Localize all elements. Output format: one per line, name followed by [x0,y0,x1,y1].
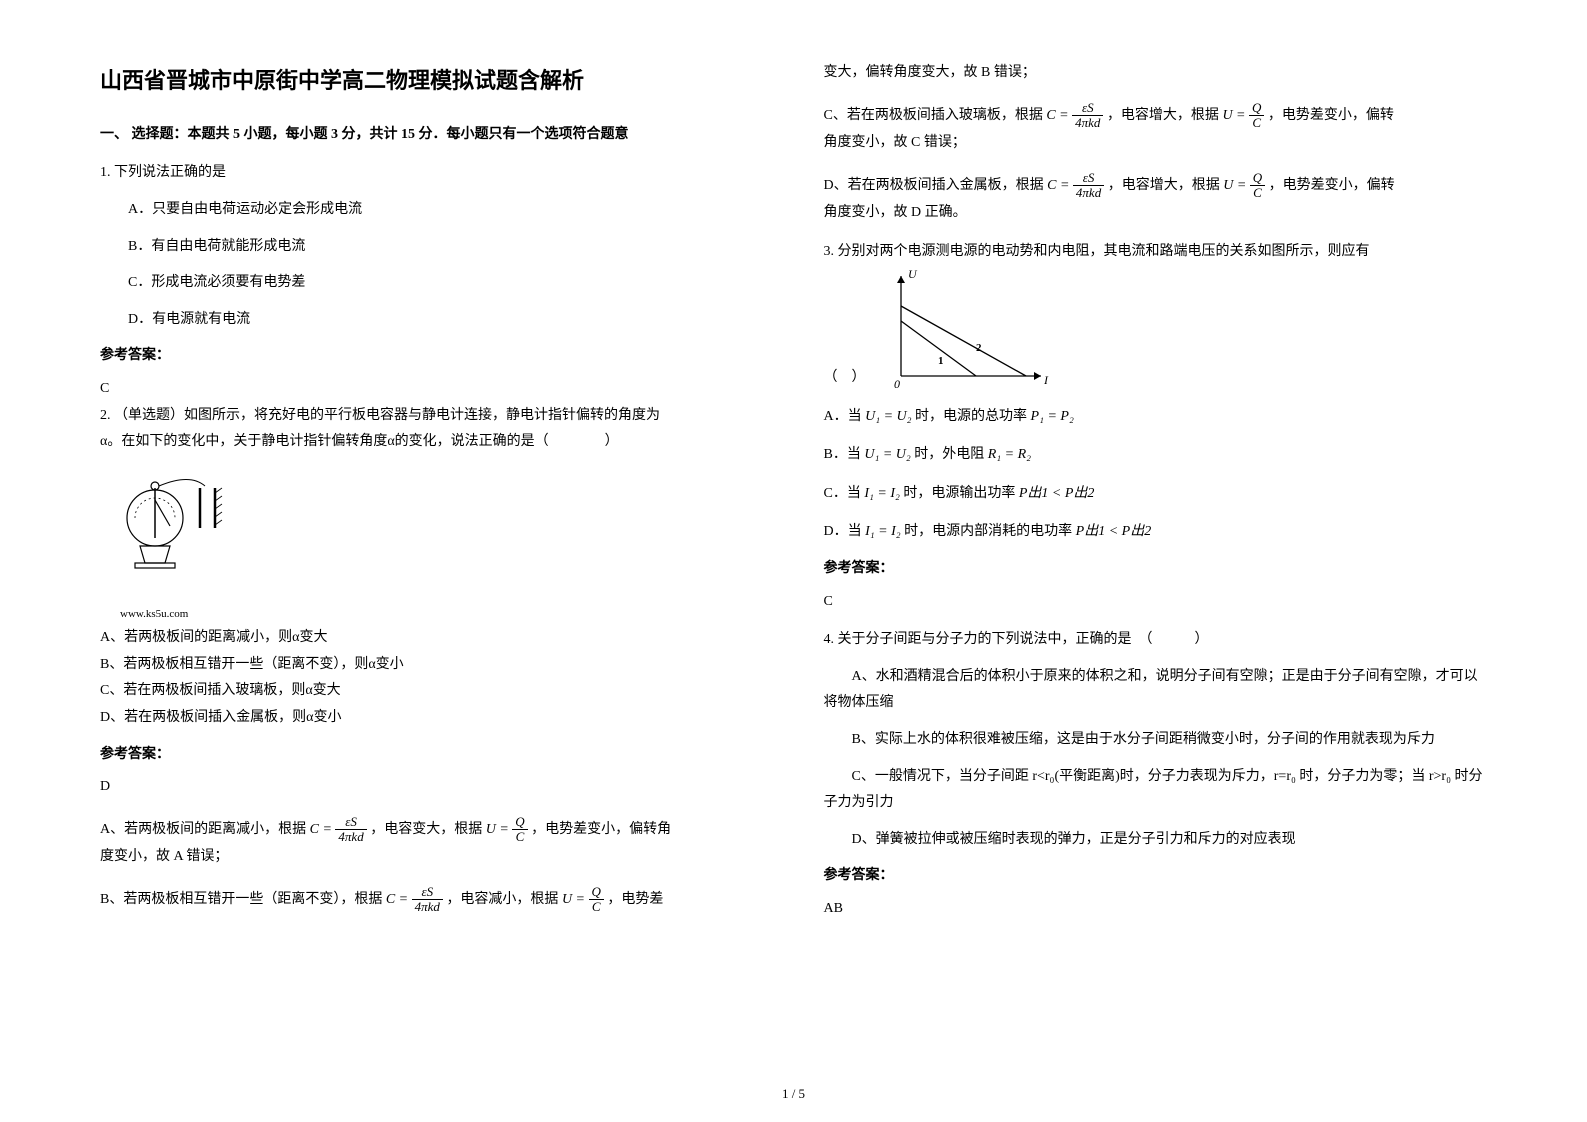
axis-i-label: I [1043,373,1049,387]
q3-answer-label: 参考答案： [824,556,1488,583]
line1-label: 1 [938,355,944,367]
q1-option-c: C．形成电流必须要有电势差 [128,270,764,297]
formula-U-4: U = QC [1223,178,1268,193]
q1-answer-label: 参考答案： [100,343,764,370]
formula-C-4: C = εS4πkd [1047,178,1108,193]
expC-mid: ，电容增大，根据 [1107,108,1219,123]
q2-stem-line2: α。在如下的变化中，关于静电计指针偏转角度α的变化，说法正确的是（ ） [100,429,764,456]
section-1-heading: 一、 选择题：本题共 5 小题，每小题 3 分，共计 15 分．每小题只有一个选… [100,122,764,149]
expB-continued: 变大，偏转角度变大，故 B 错误； [824,60,1488,87]
q2-option-a: A、若两极板间的距离减小，则α变大 [100,625,764,652]
formula-i1eqi2-c: I₁ = I₂ [864,486,900,501]
q1-option-d: D．有电源就有电流 [128,307,764,334]
expA-mid: ，电容变大，根据 [370,822,482,837]
q4-option-c: C、一般情况下，当分子间距 r<r₀(平衡距离)时，分子力表现为斥力，r=r₀ … [824,764,1488,817]
q3-option-c: C．当 I₁ = I₂ 时，电源输出功率 P出1 < P出2 [824,481,1488,508]
expD-pre: D、若在两极板间插入金属板，根据 [824,178,1044,193]
q1-option-b: B．有自由电荷就能形成电流 [128,234,764,261]
q4-option-d: D、弹簧被拉伸或被压缩时表现的弹力，正是分子引力和斥力的对应表现 [824,827,1488,854]
formula-U-3: U = QC [1222,108,1267,123]
line2-label: 2 [976,342,982,354]
right-column: 变大，偏转角度变大，故 B 错误； C、若在两极板间插入玻璃板，根据 C = ε… [824,60,1488,1042]
q3-option-d: D．当 I₁ = I₂ 时，电源内部消耗的电功率 P出1 < P出2 [824,519,1488,546]
q2-diagram-caption: www.ks5u.com [120,604,764,625]
formula-i1eqi2-d: I₁ = I₂ [865,524,901,539]
formula-u1equ2-b: U₁ = U₂ [864,447,910,462]
formula-pout-d: P出1 < P出2 [1076,524,1152,539]
q4-option-a: A、水和酒精混合后的体积小于原来的体积之和，说明分子间有空隙；正是由于分子间有空… [824,664,1488,717]
q2-explanation-b: B、若两极板相互错开一些（距离不变），根据 C = εS4πkd ，电容减小，根… [100,885,764,915]
expC-line2: 角度变小，故 C 错误； [824,130,1488,157]
q2-circuit-diagram [120,468,764,599]
expA-line2: 度变小，故 A 错误； [100,844,764,871]
formula-r1eqr2: R₁ = R₂ [988,447,1031,462]
formula-C-1: C = εS4πkd [310,822,371,837]
document-title: 山西省晋城市中原街中学高二物理模拟试题含解析 [100,60,764,102]
expD-post: ，电势差变小，偏转 [1269,178,1395,193]
formula-C-2: C = εS4πkd [386,892,447,907]
expA-pre: A、若两极板间的距离减小，根据 [100,822,306,837]
q1-stem: 1. 下列说法正确的是 [100,160,764,187]
formula-C-3: C = εS4πkd [1046,108,1107,123]
q3-answer: C [824,589,1488,616]
q3-graph-row: （ ） U I 0 1 2 [824,266,1488,396]
origin-label: 0 [894,377,900,391]
formula-U-2: U = QC [562,892,607,907]
expC-pre: C、若在两极板间插入玻璃板，根据 [824,108,1043,123]
q3-stem: 3. 分别对两个电源测电源的电动势和内电阻，其电流和路端电压的关系如图所示，则应… [824,239,1488,266]
q2-option-c: C、若在两极板间插入玻璃板，则α变大 [100,678,764,705]
expD-line2: 角度变小，故 D 正确。 [824,200,1488,227]
q4-answer-label: 参考答案： [824,863,1488,890]
formula-U-1: U = QC [486,822,531,837]
q3-paren: （ ） [824,365,866,392]
q2-explanation-a: A、若两极板间的距离减小，根据 C = εS4πkd ，电容变大，根据 U = … [100,815,764,845]
q4-stem: 4. 关于分子间距与分子力的下列说法中，正确的是 （ ） [824,627,1488,654]
axis-u-label: U [908,267,918,281]
q2-option-d: D、若在两极板间插入金属板，则α变小 [100,705,764,732]
q3-option-b: B．当 U₁ = U₂ 时，外电阻 R₁ = R₂ [824,442,1488,469]
q1-answer: C [100,376,764,403]
q2-explanation-c: C、若在两极板间插入玻璃板，根据 C = εS4πkd ，电容增大，根据 U =… [824,101,1488,131]
expB-post: ，电势差 [607,892,663,907]
q1-option-a: A．只要自由电荷运动必定会形成电流 [128,197,764,224]
left-column: 山西省晋城市中原街中学高二物理模拟试题含解析 一、 选择题：本题共 5 小题，每… [100,60,764,1042]
q4-option-b: B、实际上水的体积很难被压缩，这是由于水分子间距稍微变小时，分子间的作用就表现为… [824,727,1488,754]
q2-option-b: B、若两极板相互错开一些（距离不变），则α变小 [100,652,764,679]
formula-u1equ2-a: U₁ = U₂ [865,409,911,424]
q4-answer: AB [824,896,1488,923]
page-container: 山西省晋城市中原街中学高二物理模拟试题含解析 一、 选择题：本题共 5 小题，每… [100,60,1487,1042]
formula-p1eqp2: P₁ = P₂ [1031,409,1074,424]
q2-stem-line1: 2. （单选题）如图所示，将充好电的平行板电容器与静电计连接，静电计指针偏转的角… [100,403,764,430]
expC-post: ，电势差变小，偏转 [1268,108,1394,123]
q3-ui-graph: U I 0 1 2 [876,266,1056,396]
expD-mid: ，电容增大，根据 [1108,178,1220,193]
q2-explanation-d: D、若在两极板间插入金属板，根据 C = εS4πkd ，电容增大，根据 U =… [824,171,1488,201]
expB-pre: B、若两极板相互错开一些（距离不变），根据 [100,892,382,907]
q3-option-a: A．当 U₁ = U₂ 时，电源的总功率 P₁ = P₂ [824,404,1488,431]
expA-post: ，电势差变小，偏转角 [531,822,671,837]
q2-answer: D [100,774,764,801]
formula-pout-c: P出1 < P出2 [1019,486,1095,501]
page-number: 1 / 5 [0,1086,1587,1102]
q2-answer-label: 参考答案： [100,742,764,769]
expB-mid: ，电容减小，根据 [446,892,558,907]
